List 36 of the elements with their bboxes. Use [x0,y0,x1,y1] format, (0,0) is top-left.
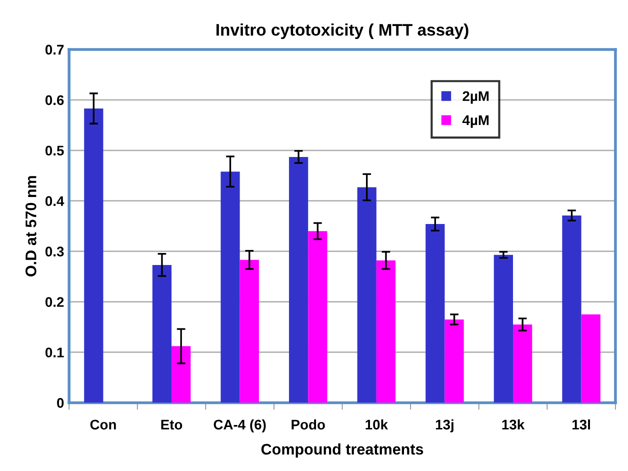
x-tick-label: 13j [436,419,454,432]
x-tick-label: 10k [366,419,388,430]
y-axis-title: O.D at 570 nm [26,176,36,276]
y-tick-label: 0.1 [45,348,64,358]
bar [172,346,191,403]
x-tick-label: 13l [572,419,590,430]
legend-label: 4µM [462,115,489,128]
y-tick-label: 0.7 [45,44,64,55]
bar [240,260,259,403]
bar [426,224,445,403]
x-tick-label: 13k [502,419,525,430]
y-tick-label: 0.5 [45,146,64,156]
bar [444,319,464,403]
bar [152,264,172,403]
legend-label: 2µM [462,91,489,104]
bar [376,260,396,403]
y-tick-label: 0.6 [45,95,64,106]
bar [562,215,582,403]
bar [581,314,600,403]
bar [220,172,240,403]
x-tick-label: Con [90,420,116,430]
bar [494,254,513,403]
y-tick-label: 0 [57,398,64,408]
y-tick-label: 0.2 [45,297,64,307]
bar [512,324,532,403]
x-tick-label: Eto [161,420,182,430]
x-axis-title: Compound treatments [261,443,424,458]
bar [308,231,328,403]
chart-title: Invitro cytotoxicity ( MTT assay) [216,23,468,40]
bar [357,187,376,403]
bar [84,108,104,403]
x-tick-label: Podo [292,419,325,430]
x-tick-label: CA-4 (6) [214,419,266,432]
y-tick-label: 0.4 [45,196,64,206]
y-tick-label: 0.3 [45,246,64,256]
bar [288,156,308,403]
